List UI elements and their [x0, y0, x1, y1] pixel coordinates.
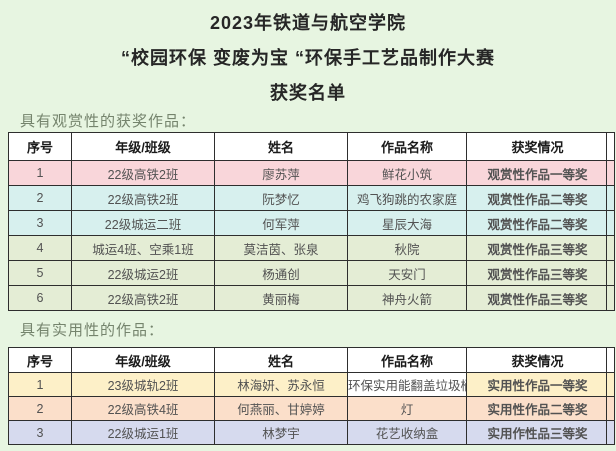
cutoff-segment: [606, 132, 615, 161]
work-cell: 星辰大海: [347, 210, 467, 236]
grade-class-cell: 22级城运二班: [71, 210, 215, 236]
name-cell: 黄丽梅: [214, 285, 348, 311]
cutoff-segment: [606, 372, 615, 397]
awards-table-practical: 序号 年级/班级 姓名 作品名称 获奖情况 1 23级城轨2班 林海妍、苏永恒 …: [8, 347, 609, 445]
column-header-work: 作品名称: [347, 132, 467, 161]
row-index-cell: 5: [8, 260, 72, 286]
table-row: 1 22级高铁2班 廖苏萍 鲜花小筑 观赏性作品一等奖: [8, 160, 609, 186]
grade-class-cell: 22级城运2班: [71, 260, 215, 286]
grade-class-cell: 城运4班、空乘1班: [71, 235, 215, 261]
cutoff-segment: [606, 420, 615, 445]
name-cell: 阮梦忆: [214, 185, 348, 211]
name-cell: 莫洁茵、张泉: [214, 235, 348, 261]
page-title: 2023年铁道与航空学院: [209, 13, 407, 33]
table-header-row: 序号 年级/班级 姓名 作品名称 获奖情况: [8, 132, 609, 161]
table-row: 6 22级高铁2班 黄丽梅 神舟火箭 观赏性作品三等奖: [8, 285, 609, 311]
name-cell: 何燕丽、甘婷婷: [214, 396, 348, 421]
cutoff-column-practical: [606, 347, 615, 445]
table-row: 5 22级城运2班 杨通创 天安门 观赏性作品三等奖: [8, 260, 609, 286]
award-cell: 观赏性作品二等奖: [466, 210, 609, 236]
table-row: 3 22级城运1班 林梦宇 花艺收纳盒 实用作性品三等奖: [8, 420, 609, 445]
section-heading-practical: 具有实用性的作品：: [20, 322, 165, 339]
work-cell: 天安门: [347, 260, 467, 286]
column-header-no: 序号: [8, 347, 72, 373]
grade-class-cell: 22级高铁2班: [71, 285, 215, 311]
column-header-award: 获奖情况: [466, 347, 609, 373]
grade-class-cell: 23级城轨2班: [71, 372, 215, 397]
cutoff-segment: [606, 185, 615, 211]
award-cell: 实用作性品三等奖: [466, 420, 609, 445]
row-index-cell: 1: [8, 160, 72, 186]
row-index-cell: 2: [8, 396, 72, 421]
column-header-grade-class: 年级/班级: [71, 347, 215, 373]
award-cell: 观赏性作品一等奖: [466, 160, 609, 186]
row-index-cell: 4: [8, 235, 72, 261]
cutoff-segment: [606, 396, 615, 421]
award-cell: 观赏性作品三等奖: [466, 260, 609, 286]
award-cell: 观赏性作品三等奖: [466, 235, 609, 261]
table-header-row: 序号 年级/班级 姓名 作品名称 获奖情况: [8, 347, 609, 373]
work-cell: 灯: [347, 396, 467, 421]
name-cell: 何军萍: [214, 210, 348, 236]
table-row: 3 22级城运二班 何军萍 星辰大海 观赏性作品二等奖: [8, 210, 609, 236]
column-header-work: 作品名称: [347, 347, 467, 373]
row-index-cell: 3: [8, 210, 72, 236]
awards-table-ornamental: 序号 年级/班级 姓名 作品名称 获奖情况 1 22级高铁2班 廖苏萍 鲜花小筑…: [8, 132, 609, 311]
name-cell: 杨通创: [214, 260, 348, 286]
column-header-name: 姓名: [214, 347, 348, 373]
work-cell: 鸡飞狗跳的农家庭: [347, 185, 467, 211]
work-cell: 秋院: [347, 235, 467, 261]
column-header-award: 获奖情况: [466, 132, 609, 161]
work-cell: 神舟火箭: [347, 285, 467, 311]
table-row: 4 城运4班、空乘1班 莫洁茵、张泉 秋院 观赏性作品三等奖: [8, 235, 609, 261]
cutoff-column-ornamental: [606, 132, 615, 311]
column-header-name: 姓名: [214, 132, 348, 161]
work-cell: 花艺收纳盒: [347, 420, 467, 445]
grade-class-cell: 22级高铁4班: [71, 396, 215, 421]
section-heading-ornamental: 具有观赏性的获奖作品：: [20, 113, 197, 130]
award-cell: 实用性作品一等奖: [466, 372, 609, 397]
page-subtitle: “校园环保 变废为宝 “环保手工艺品制作大赛: [120, 48, 495, 68]
column-header-grade-class: 年级/班级: [71, 132, 215, 161]
cutoff-segment: [606, 285, 615, 311]
grade-class-cell: 22级城运1班: [71, 420, 215, 445]
work-cell: 鲜花小筑: [347, 160, 467, 186]
table-row: 2 22级高铁4班 何燕丽、甘婷婷 灯 实用性作品二等奖: [8, 396, 609, 421]
table-row: 1 23级城轨2班 林海妍、苏永恒 环保实用能翻盖垃圾桶 实用性作品一等奖: [8, 372, 609, 397]
grade-class-cell: 22级高铁2班: [71, 185, 215, 211]
cutoff-segment: [606, 210, 615, 236]
row-index-cell: 2: [8, 185, 72, 211]
cutoff-segment: [606, 160, 615, 186]
name-cell: 林梦宇: [214, 420, 348, 445]
work-cell: 环保实用能翻盖垃圾桶: [347, 372, 467, 397]
grade-class-cell: 22级高铁2班: [71, 160, 215, 186]
name-cell: 林海妍、苏永恒: [214, 372, 348, 397]
row-index-cell: 1: [8, 372, 72, 397]
cutoff-segment: [606, 347, 615, 373]
name-cell: 廖苏萍: [214, 160, 348, 186]
cutoff-segment: [606, 235, 615, 261]
column-header-no: 序号: [8, 132, 72, 161]
cutoff-segment: [606, 260, 615, 286]
award-cell: 实用性作品二等奖: [466, 396, 609, 421]
award-cell: 观赏性作品二等奖: [466, 185, 609, 211]
table-row: 2 22级高铁2班 阮梦忆 鸡飞狗跳的农家庭 观赏性作品二等奖: [8, 185, 609, 211]
row-index-cell: 3: [8, 420, 72, 445]
award-cell: 观赏性作品三等奖: [466, 285, 609, 311]
row-index-cell: 6: [8, 285, 72, 311]
page-subtitle-award-list: 获奖名单: [270, 83, 346, 103]
